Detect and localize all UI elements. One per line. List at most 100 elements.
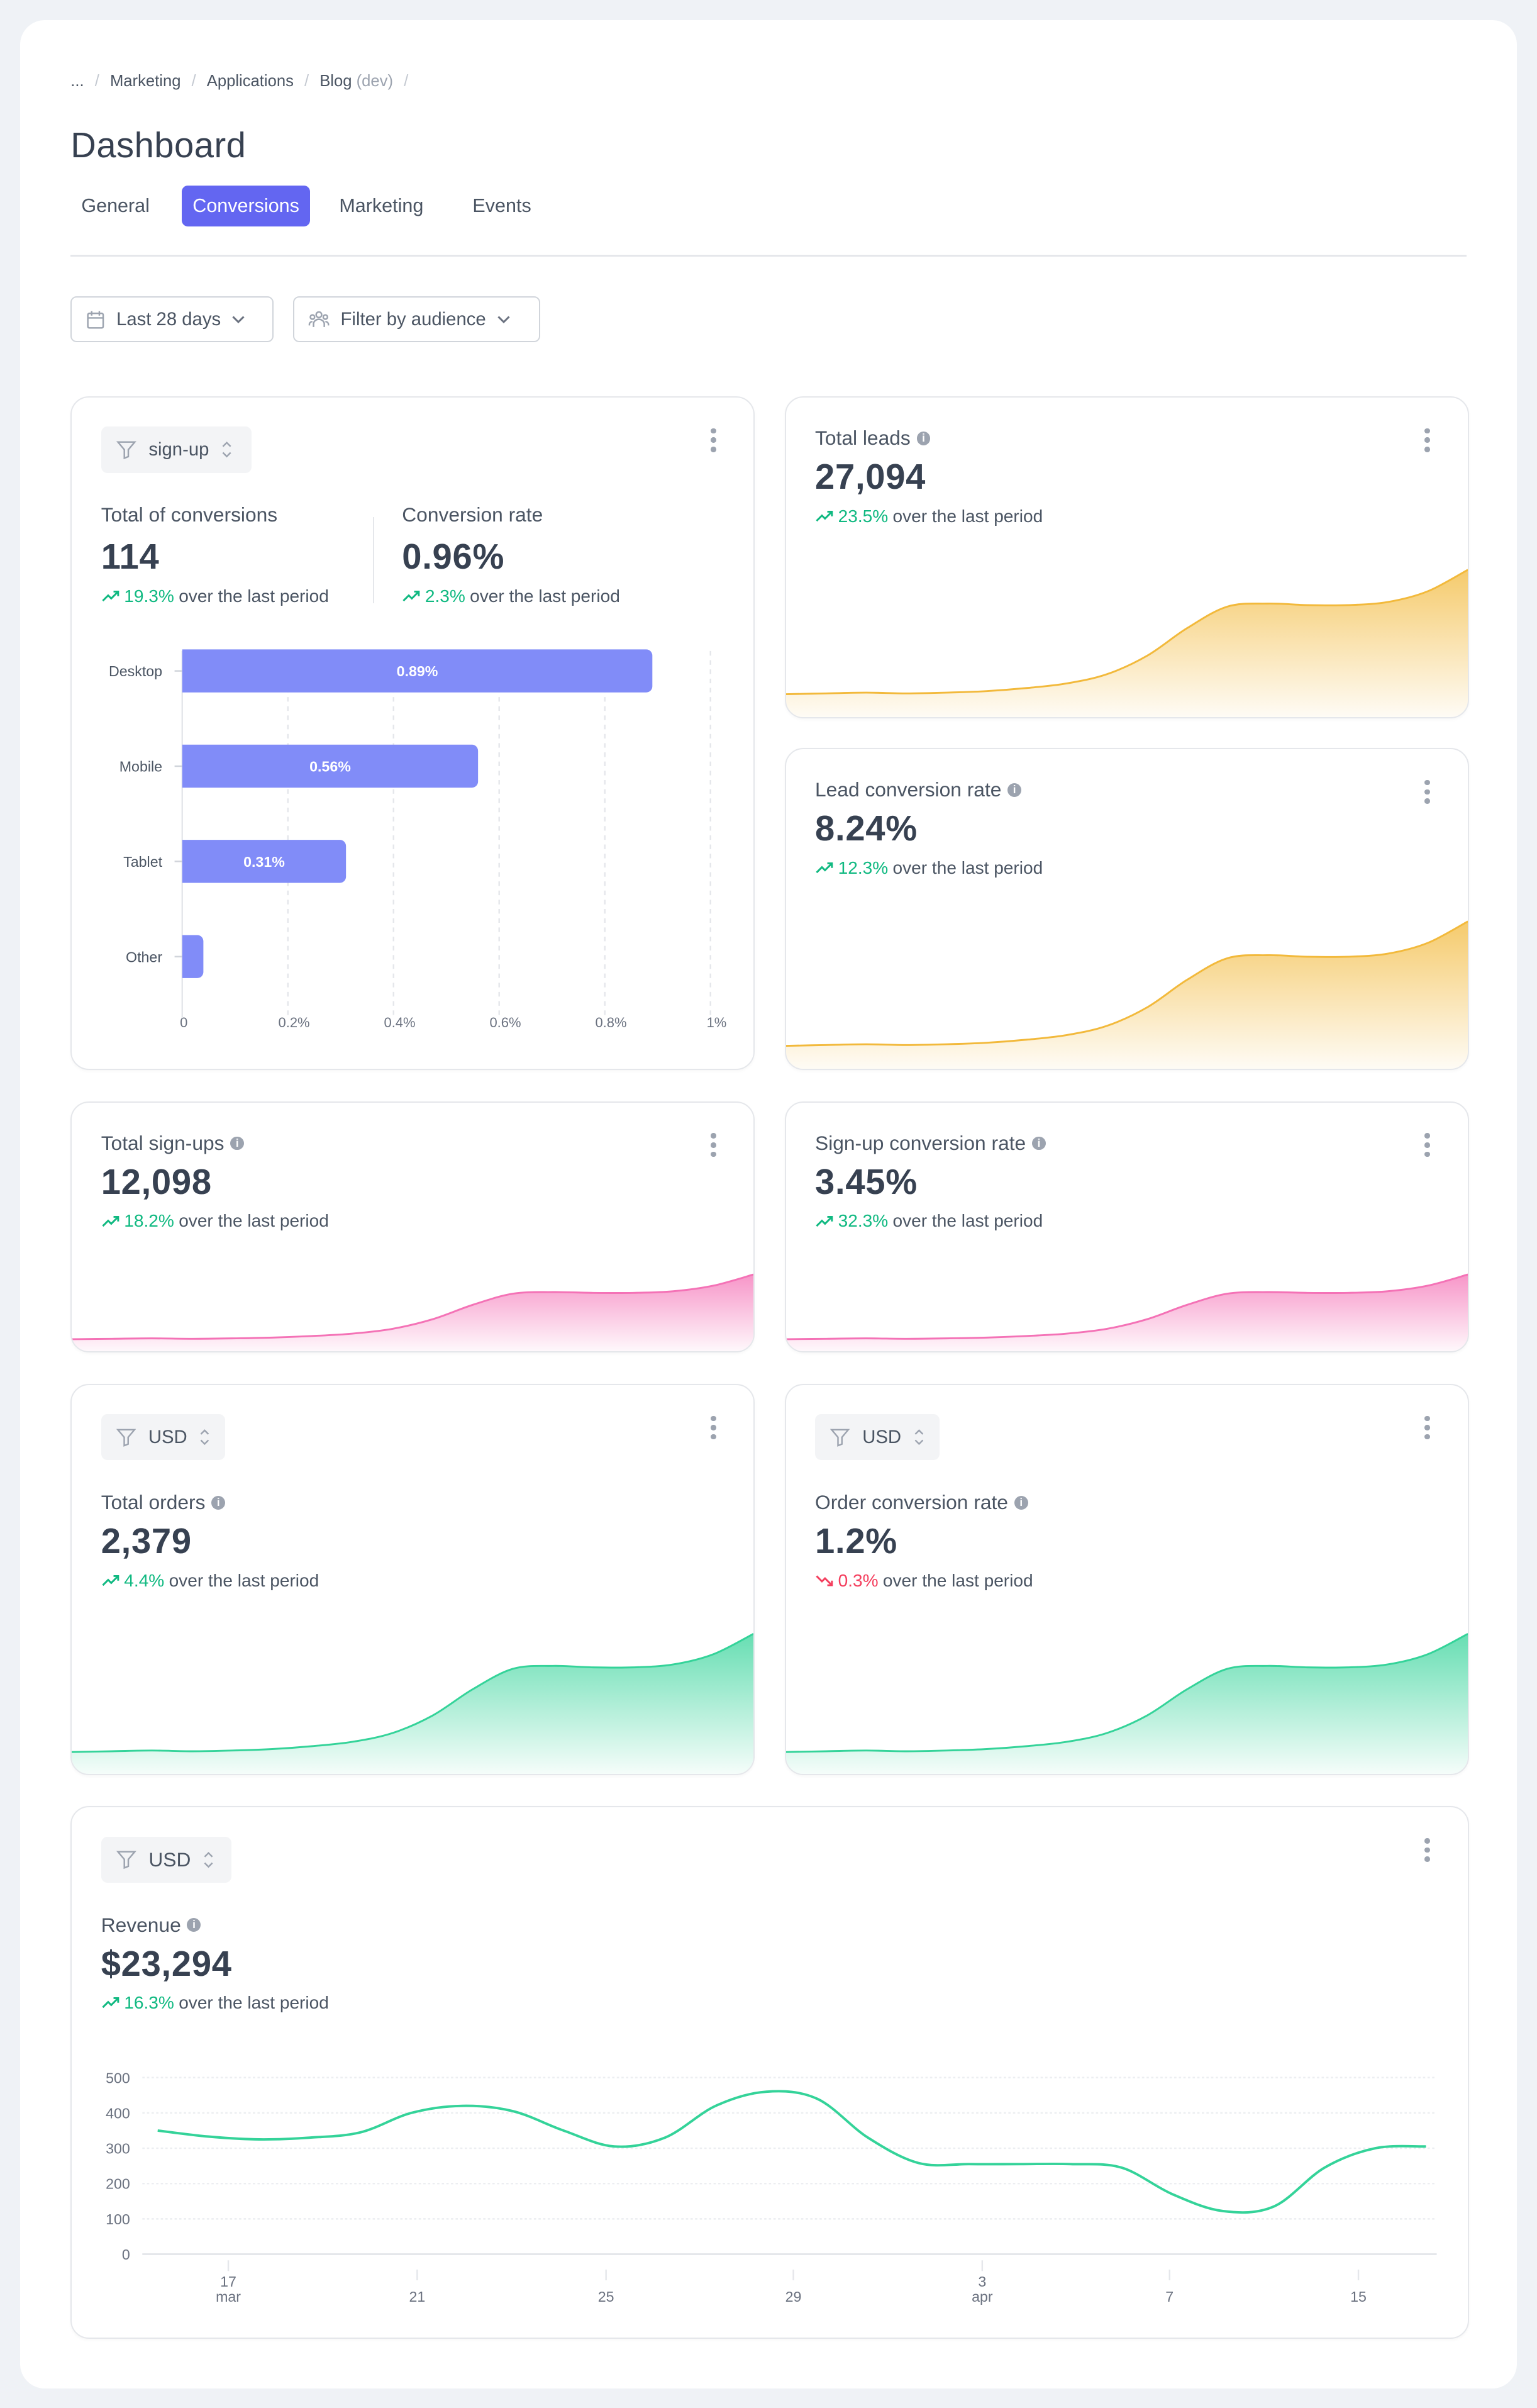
audience-filter-label: Filter by audience bbox=[340, 308, 486, 330]
delta-value: 0.3% bbox=[838, 1570, 879, 1590]
total-leads-card: Total leads i 27,094 23.5% over the last p… bbox=[784, 396, 1469, 718]
bar-value-label: 0.56% bbox=[309, 758, 351, 774]
tab-marketing[interactable]: Marketing bbox=[339, 195, 424, 217]
category-label: Tablet bbox=[123, 854, 162, 870]
metric-label: Total orders bbox=[101, 1491, 206, 1514]
breadcrumb-ellipsis[interactable]: ... bbox=[70, 72, 84, 90]
filter-icon bbox=[830, 1429, 850, 1447]
date-range-select[interactable]: Last 28 days bbox=[70, 296, 274, 343]
conversion-rate-metric: Conversion rate 0.96% 2.3% over the last … bbox=[402, 503, 620, 606]
currency-filter-select[interactable]: USD bbox=[101, 1836, 232, 1883]
total-orders-card: USD Total orders i 2,379 4.4% over the las… bbox=[70, 1383, 755, 1775]
info-icon[interactable]: i bbox=[1007, 783, 1022, 797]
users-icon bbox=[309, 311, 330, 328]
sparkline-line bbox=[785, 920, 1468, 1047]
breadcrumb-marketing[interactable]: Marketing bbox=[109, 72, 181, 90]
leads-sparkline bbox=[785, 569, 1468, 717]
order-conversion-rate-card: USD Order conversion rate i 1.2% 0.3% over… bbox=[784, 1383, 1469, 1775]
sparkline-area bbox=[785, 1274, 1468, 1352]
metric: Total leads i 27,094 23.5% over the last p… bbox=[815, 426, 1043, 526]
currency-value: USD bbox=[148, 1426, 187, 1447]
tab-conversions[interactable]: Conversions bbox=[182, 186, 310, 226]
metric-value: 2,379 bbox=[101, 1521, 192, 1561]
trend-up-icon bbox=[102, 590, 119, 602]
x-tick-label: 0.6% bbox=[490, 1015, 521, 1030]
tab-bar: General Conversions Marketing Events bbox=[70, 186, 541, 226]
tab-general[interactable]: General bbox=[81, 195, 150, 217]
bar-mobile bbox=[182, 744, 479, 788]
trend-up-icon bbox=[402, 590, 420, 602]
metric-label-row: Total leads i bbox=[815, 426, 1043, 450]
metric-label-row: Order conversion rate i bbox=[815, 1491, 1033, 1514]
x-tick-label: 0.4% bbox=[384, 1015, 416, 1030]
info-icon[interactable]: i bbox=[1031, 1136, 1046, 1151]
more-options-icon[interactable] bbox=[1424, 779, 1431, 804]
sparkline-area bbox=[72, 1274, 754, 1352]
more-options-icon[interactable] bbox=[1424, 1133, 1431, 1157]
delta-text: over the last period bbox=[892, 857, 1043, 878]
metric: Lead conversion rate i 8.24% 12.3% over th… bbox=[815, 778, 1043, 878]
currency-value: USD bbox=[148, 1848, 191, 1871]
info-icon[interactable]: i bbox=[187, 1918, 201, 1932]
breadcrumb-blog[interactable]: Blog (dev) bbox=[319, 72, 393, 91]
event-filter-value: sign-up bbox=[148, 438, 209, 460]
metric: Order conversion rate i 1.2% 0.3% over the… bbox=[815, 1491, 1033, 1590]
orders-sparkline bbox=[72, 1632, 754, 1774]
metric: Total orders i 2,379 4.4% over the last pe… bbox=[101, 1491, 319, 1590]
metric-label-row: Total sign-ups i bbox=[101, 1132, 329, 1155]
x-tick-label: 1% bbox=[707, 1015, 727, 1030]
metric-value: 1.2% bbox=[815, 1521, 897, 1561]
delta-text: over the last period bbox=[179, 1211, 329, 1231]
more-options-icon[interactable] bbox=[711, 1133, 717, 1157]
trend-up-icon bbox=[102, 1997, 119, 2009]
more-options-icon[interactable] bbox=[1424, 428, 1431, 452]
total-conversions-metric: Total of conversions 114 19.3% over the l… bbox=[101, 503, 329, 606]
delta-text: over the last period bbox=[169, 1570, 319, 1590]
currency-filter-select[interactable]: USD bbox=[815, 1414, 940, 1461]
more-options-icon[interactable] bbox=[711, 1415, 717, 1440]
delta-value: 19.3% bbox=[124, 586, 174, 606]
metric-delta: 4.4% over the last period bbox=[101, 1571, 319, 1591]
metric-value: $23,294 bbox=[101, 1943, 232, 1983]
trend-up-icon bbox=[102, 1215, 119, 1227]
lead-rate-sparkline bbox=[785, 920, 1468, 1069]
lead-conversion-rate-card: Lead conversion rate i 8.24% 12.3% over th… bbox=[784, 748, 1469, 1070]
metric-label: Sign-up conversion rate bbox=[815, 1132, 1026, 1154]
y-tick-label: 100 bbox=[106, 2211, 130, 2227]
sparkline-line bbox=[72, 1273, 754, 1341]
order-rate-sparkline bbox=[785, 1632, 1468, 1774]
chevron-down-icon bbox=[497, 315, 510, 323]
metric: Sign-up conversion rate i 3.45% 32.3% over… bbox=[815, 1132, 1046, 1231]
sparkline-area bbox=[785, 921, 1468, 1069]
breadcrumb-applications[interactable]: Applications bbox=[206, 72, 294, 90]
tab-events[interactable]: Events bbox=[472, 195, 531, 217]
y-tick-label: 500 bbox=[106, 2070, 130, 2087]
conversions-card: sign-up Total of conversions 114 19.3% ov… bbox=[70, 396, 755, 1070]
info-icon[interactable]: i bbox=[1014, 1495, 1028, 1510]
info-icon[interactable]: i bbox=[211, 1495, 226, 1510]
metric-value: 114 bbox=[101, 537, 160, 577]
metric-label: Total of conversions bbox=[101, 503, 278, 527]
event-filter-select[interactable]: sign-up bbox=[101, 426, 252, 473]
info-icon[interactable]: i bbox=[230, 1136, 245, 1151]
metric-delta: 18.2% over the last period bbox=[101, 1211, 329, 1231]
x-tick-label: 29 bbox=[785, 2289, 802, 2305]
calendar-icon bbox=[87, 311, 104, 329]
more-options-icon[interactable] bbox=[1424, 1415, 1431, 1440]
metric-label: Revenue bbox=[101, 1913, 181, 1936]
metric-label: Total sign-ups bbox=[101, 1132, 225, 1154]
more-options-icon[interactable] bbox=[711, 428, 717, 452]
category-label: Desktop bbox=[109, 663, 162, 679]
audience-filter-select[interactable]: Filter by audience bbox=[293, 296, 541, 343]
x-tick-sublabel: mar bbox=[216, 2289, 241, 2305]
revenue-card: USD Revenue i $23,294 16.3% over the last … bbox=[70, 1806, 1469, 2339]
sparkline-line bbox=[785, 569, 1468, 695]
delta-text: over the last period bbox=[892, 506, 1043, 526]
metric-label-row: Lead conversion rate i bbox=[815, 778, 1043, 801]
currency-filter-select[interactable]: USD bbox=[101, 1414, 226, 1461]
more-options-icon[interactable] bbox=[1424, 1838, 1431, 1862]
delta-value: 32.3% bbox=[838, 1211, 889, 1231]
info-icon[interactable]: i bbox=[916, 431, 931, 445]
y-tick-label: 400 bbox=[106, 2105, 130, 2122]
signup-conversion-rate-card: Sign-up conversion rate i 3.45% 32.3% over… bbox=[784, 1101, 1469, 1353]
